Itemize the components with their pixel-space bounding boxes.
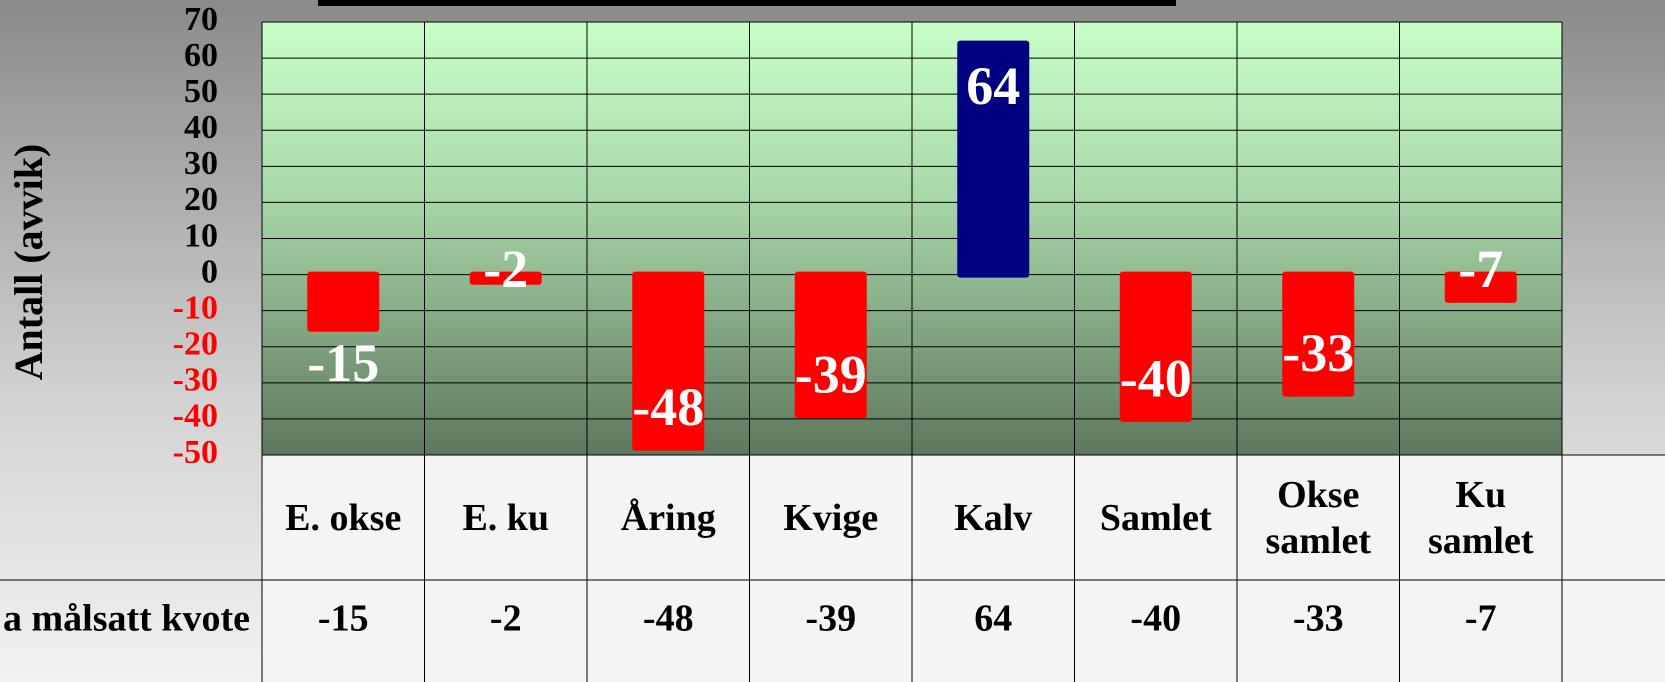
bar xyxy=(469,271,542,285)
x-tick-label: Åring xyxy=(620,496,716,539)
x-tick-label: Kvige xyxy=(783,496,879,539)
y-tick-label: 10 xyxy=(184,217,218,254)
table-value: -2 xyxy=(490,598,522,640)
y-tick-label: 50 xyxy=(184,73,218,110)
bar xyxy=(632,271,705,451)
bar xyxy=(794,271,867,419)
data-label: -7 xyxy=(1458,239,1503,299)
data-label: -2 xyxy=(483,239,528,299)
y-tick-label: -30 xyxy=(173,362,218,399)
bar xyxy=(1282,271,1355,397)
data-label: -15 xyxy=(307,333,379,393)
y-tick-label: 40 xyxy=(184,109,218,146)
table-value: -48 xyxy=(643,598,694,640)
x-tick-label: Okse samlet xyxy=(1265,473,1372,562)
table-value: -40 xyxy=(1130,598,1181,640)
y-tick-label: 30 xyxy=(184,145,218,182)
y-tick-label: -40 xyxy=(173,398,218,435)
bar xyxy=(957,40,1030,278)
bar xyxy=(1444,271,1517,303)
data-label: -39 xyxy=(795,345,867,405)
table-value: -7 xyxy=(1465,598,1497,640)
data-label: -40 xyxy=(1120,348,1192,408)
table-value: -39 xyxy=(805,598,856,640)
y-tick-label: -10 xyxy=(173,289,218,326)
x-tick-label: Ku samlet xyxy=(1427,473,1534,562)
table-value: -33 xyxy=(1293,598,1344,640)
y-tick-label: 70 xyxy=(184,1,218,38)
data-label: -48 xyxy=(632,377,704,437)
bar xyxy=(307,271,380,332)
y-tick-label: 20 xyxy=(184,181,218,218)
table-bg xyxy=(262,455,1665,682)
y-tick-label: -20 xyxy=(173,326,218,363)
table-row-label: a målsatt kvote xyxy=(3,598,250,640)
y-tick-label: 60 xyxy=(184,37,218,74)
y-tick-label: 0 xyxy=(201,253,218,290)
y-tick-label: -50 xyxy=(173,434,218,471)
table-value: -15 xyxy=(318,598,369,640)
y-axis-label: Antall (avvik) xyxy=(6,144,51,381)
bar xyxy=(1119,271,1192,422)
x-tick-label: Samlet xyxy=(1099,496,1212,539)
x-tick-label: E. okse xyxy=(285,496,402,539)
table-value: 64 xyxy=(974,598,1012,640)
data-label: 64 xyxy=(966,56,1020,116)
title-bar xyxy=(318,0,1176,6)
data-label: -33 xyxy=(1282,323,1354,383)
x-tick-label: E. ku xyxy=(462,496,550,539)
x-tick-label: Kalv xyxy=(954,496,1033,539)
